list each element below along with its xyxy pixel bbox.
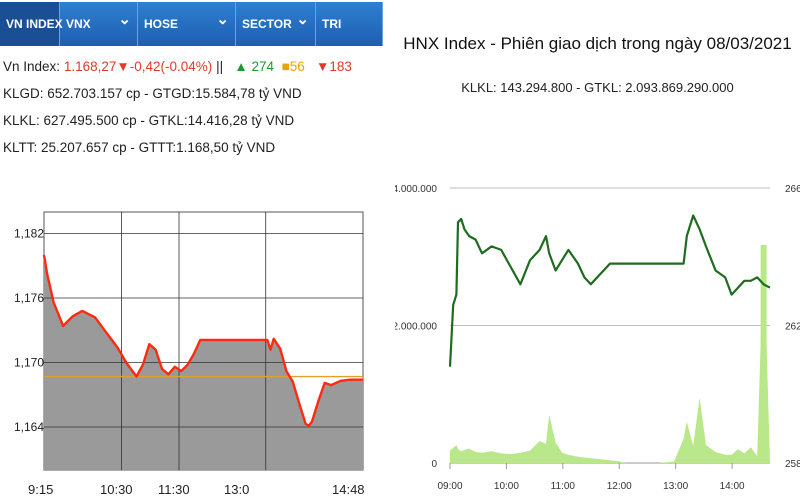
x-tick-label: 14:48 [332,482,365,497]
index-summary-line: Vn Index: 1.168,27▼-0,42(-0.04%) || ▲ 27… [3,59,352,74]
advances-count: 274 [251,59,275,74]
vn-index-panel: VN INDEX VNX ⌄ HOSE ⌄ SECTOR ⌄ TRI Vn Index: 1.… [0,0,385,500]
y-tick-label: 1,176 [14,291,44,305]
y-tick-label: 1,182 [14,227,44,241]
x-tick-label: 10:30 [100,482,133,497]
left-axis-label: 2.000.000 [395,322,437,333]
x-tick-label: 13:0 [224,482,249,497]
hnx-index-chart: 0 2.000.000 4.000.000 258 262 266 09:00 10:00 11… [395,184,800,492]
left-axis-label: 0 [431,459,437,470]
tab-label: SECTOR [242,17,292,31]
volume-bar-closing [760,245,767,463]
chevron-down-icon[interactable]: ⌄ [296,11,309,28]
index-value: 1.168,27 [63,59,117,74]
tab-sector[interactable]: SECTOR ⌄ [236,2,316,46]
chevron-down-icon[interactable]: ⌄ [118,11,131,28]
x-tick-label: 09:00 [437,481,462,492]
chevron-down-icon[interactable]: ⌄ [216,11,229,28]
tab-vnx[interactable]: VNX ⌄ [60,2,138,46]
klgd-line: KLGD: 652.703.157 cp - GTGD:15.584,78 tỷ… [3,86,302,101]
x-tick-label: 12:00 [607,481,632,492]
hnx-index-panel: 0 2.000.000 4.000.000 258 262 266 09:00 10:00 11… [395,0,800,500]
x-tick-label: 14:00 [720,481,745,492]
volume-area [450,245,770,463]
x-tick-label: 11:30 [158,482,190,497]
hnx-chart-title: HNX Index - Phiên giao dịch trong ngày 0… [403,34,792,53]
y-tick-label: 1,164 [14,420,44,434]
x-tick-label: 10:00 [494,481,519,492]
vn-index-chart: 1,164 1,170 1,176 1,182 9:15 10:30 11:30 13:0 14… [14,211,365,497]
tab-label: VN INDEX [6,17,63,31]
flat-square-icon: ■ [281,59,290,74]
tab-vn-index[interactable]: VN INDEX [0,2,63,46]
up-triangle-icon: ▲ [234,59,248,74]
declines-count: 183 [329,59,352,74]
index-label: Vn Index: [3,59,61,74]
x-tick-label: 13:00 [663,481,688,492]
right-axis-label: 258 [785,459,800,470]
tab-label: HOSE [144,17,179,31]
unchanged-count: 56 [289,59,305,74]
tab-label: VNX [66,17,91,31]
right-axis-label: 266 [785,184,800,195]
right-axis-label: 262 [785,322,800,333]
left-axis-label: 4.000.000 [395,184,437,195]
index-change: -0,42(-0.04%) [129,59,213,74]
hnx-chart-subtitle: KLKL: 143.294.800 - GTKL: 2.093.869.290.… [461,80,734,95]
hnx-index-line [448,214,771,367]
klkl-line: KLKL: 627.495.500 cp - GTKL:14.416,28 tỷ… [3,113,295,128]
y-tick-label: 1,170 [14,356,44,370]
separator: || [216,59,224,74]
down-arrow-icon: ▼ [116,59,130,74]
index-tab-bar: VN INDEX VNX ⌄ HOSE ⌄ SECTOR ⌄ TRI [0,2,383,46]
index-line [42,254,363,428]
down-triangle-icon: ▼ [315,59,330,74]
tab-label: TRI [322,17,342,31]
kltt-line: KLTT: 25.207.657 cp - GTTT:1.168,50 tỷ V… [3,140,276,155]
tab-tri[interactable]: TRI [316,2,383,46]
tab-hose[interactable]: HOSE ⌄ [138,2,236,46]
x-tick-label: 9:15 [28,482,53,497]
x-tick-label: 11:00 [551,481,576,492]
